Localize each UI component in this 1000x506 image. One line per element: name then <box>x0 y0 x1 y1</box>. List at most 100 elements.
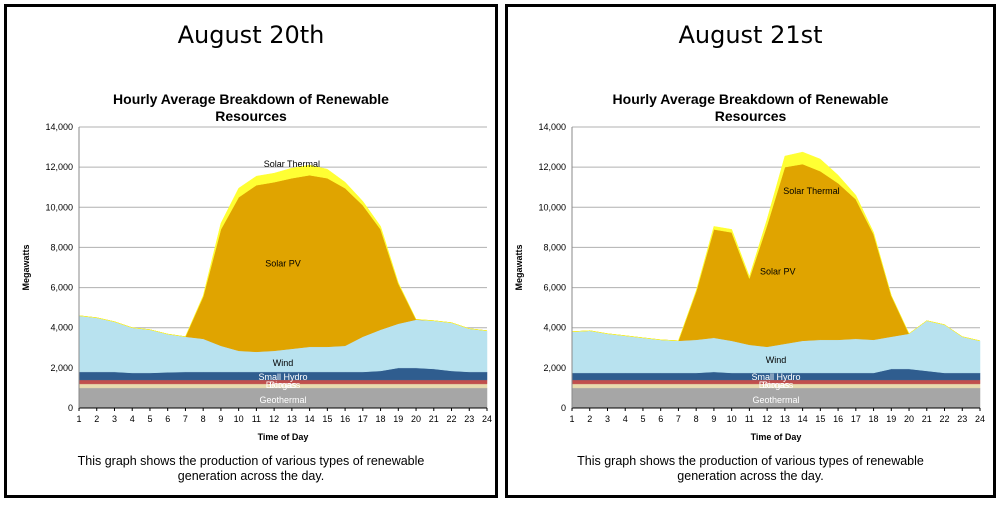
x-tick-label: 5 <box>147 414 152 424</box>
layer-label-wind: Wind <box>766 355 787 365</box>
x-tick-label: 8 <box>201 414 206 424</box>
series-area-solar-thermal <box>78 164 488 337</box>
layer-label-geothermal: Geothermal <box>259 395 306 405</box>
y-tick-label: 10,000 <box>45 202 73 212</box>
chart-title: Hourly Average Breakdown of Renewable Re… <box>7 91 495 125</box>
y-tick-label: 10,000 <box>538 202 566 212</box>
layer-label-small-hydro: Small Hydro <box>258 372 307 382</box>
x-tick-label: 17 <box>851 414 861 424</box>
y-tick-label: 4,000 <box>50 323 73 333</box>
y-axis-label: Megawatts <box>21 244 31 290</box>
panel-date-title: August 20th <box>177 21 325 49</box>
layer-label-solar-pv: Solar PV <box>265 258 301 268</box>
chart-caption: This graph shows the production of vario… <box>7 454 495 484</box>
x-tick-label: 17 <box>358 414 368 424</box>
x-tick-label: 23 <box>464 414 474 424</box>
chart-title-line2: Resources <box>215 108 287 124</box>
area-chart: 0 2,000 4,000 6,000 8,000 10,000 12,000 14,000 1… <box>21 122 492 442</box>
x-tick-label: 3 <box>605 414 610 424</box>
x-tick-label: 20 <box>904 414 914 424</box>
x-tick-label: 5 <box>640 414 645 424</box>
y-tick-label: 12,000 <box>538 162 566 172</box>
layer-label-solar-thermal: Solar Thermal <box>783 186 839 196</box>
x-tick-label: 12 <box>269 414 279 424</box>
x-axis-label: Time of Day <box>258 432 309 442</box>
y-tick-label: 6,000 <box>543 283 566 293</box>
x-tick-label: 15 <box>815 414 825 424</box>
x-tick-label: 7 <box>183 414 188 424</box>
x-tick-label: 22 <box>940 414 950 424</box>
layer-label-biomass: Biomass <box>759 380 794 390</box>
panel-date-title: August 21st <box>678 21 823 49</box>
panel-august-21: August 21st Hourly Average Breakdown of … <box>505 4 996 498</box>
x-tick-label: 19 <box>393 414 403 424</box>
chart-title-line1: Hourly Average Breakdown of Renewable <box>612 91 889 107</box>
x-tick-label: 2 <box>94 414 99 424</box>
x-tick-label: 9 <box>218 414 223 424</box>
y-tick-label: 2,000 <box>543 363 566 373</box>
x-tick-label: 16 <box>833 414 843 424</box>
series-area-solar-thermal <box>571 151 981 342</box>
chart-title: Hourly Average Breakdown of Renewable Re… <box>508 91 993 125</box>
y-tick-label: 14,000 <box>45 122 73 132</box>
x-tick-label: 24 <box>482 414 492 424</box>
y-tick-label: 14,000 <box>538 122 566 132</box>
area-chart: 0 2,000 4,000 6,000 8,000 10,000 12,000 14,000 1… <box>514 122 985 442</box>
x-tick-label: 15 <box>322 414 332 424</box>
x-tick-label: 11 <box>745 414 754 424</box>
caption-line2: generation across the day. <box>677 469 824 483</box>
layer-label-solar-pv: Solar PV <box>760 267 796 277</box>
y-tick-label: 12,000 <box>45 162 73 172</box>
y-tick-label: 0 <box>561 403 566 413</box>
y-tick-label: 8,000 <box>50 242 73 252</box>
x-tick-label: 8 <box>694 414 699 424</box>
x-tick-label: 6 <box>165 414 170 424</box>
x-tick-label: 10 <box>234 414 244 424</box>
x-tick-label: 22 <box>447 414 457 424</box>
caption-line1: This graph shows the production of vario… <box>77 454 425 468</box>
x-tick-label: 20 <box>411 414 421 424</box>
layer-label-biogas: Biogas <box>269 380 297 390</box>
layer-label-solar-thermal: Solar Thermal <box>264 159 320 169</box>
layer-label-geothermal: Geothermal <box>752 395 799 405</box>
layer-label-small-hydro: Small Hydro <box>751 372 800 382</box>
layer-label-biomass: Biomass <box>266 380 301 390</box>
y-tick-label: 8,000 <box>543 242 566 252</box>
x-tick-label: 4 <box>130 414 135 424</box>
chart-title-line1: Hourly Average Breakdown of Renewable <box>113 91 389 107</box>
x-tick-label: 12 <box>762 414 772 424</box>
x-tick-label: 14 <box>305 414 315 424</box>
x-tick-label: 24 <box>975 414 985 424</box>
x-tick-label: 21 <box>922 414 932 424</box>
panel-august-20: August 20th Hourly Average Breakdown of … <box>4 4 498 498</box>
x-tick-label: 10 <box>727 414 737 424</box>
y-tick-label: 6,000 <box>50 283 73 293</box>
x-tick-label: 18 <box>869 414 879 424</box>
x-tick-label: 6 <box>658 414 663 424</box>
x-tick-label: 1 <box>569 414 574 424</box>
x-tick-label: 4 <box>623 414 628 424</box>
caption-line2: generation across the day. <box>177 469 325 483</box>
caption-line1: This graph shows the production of vario… <box>577 454 924 468</box>
x-tick-label: 3 <box>112 414 117 424</box>
x-tick-label: 7 <box>676 414 681 424</box>
layer-label-wind: Wind <box>273 358 294 368</box>
x-tick-label: 9 <box>711 414 716 424</box>
x-tick-label: 18 <box>376 414 386 424</box>
x-tick-label: 13 <box>780 414 790 424</box>
x-tick-label: 16 <box>340 414 350 424</box>
x-axis-label: Time of Day <box>751 432 802 442</box>
x-tick-label: 11 <box>252 414 261 424</box>
x-tick-label: 14 <box>798 414 808 424</box>
y-tick-label: 4,000 <box>543 323 566 333</box>
x-tick-label: 13 <box>287 414 297 424</box>
x-tick-label: 1 <box>76 414 81 424</box>
x-tick-label: 23 <box>957 414 967 424</box>
y-axis-label: Megawatts <box>514 244 524 290</box>
chart-title-line2: Resources <box>714 108 787 124</box>
x-tick-label: 21 <box>429 414 439 424</box>
layer-label-biogas: Biogas <box>762 380 790 390</box>
chart-caption: This graph shows the production of vario… <box>508 454 993 484</box>
y-tick-label: 0 <box>68 403 73 413</box>
